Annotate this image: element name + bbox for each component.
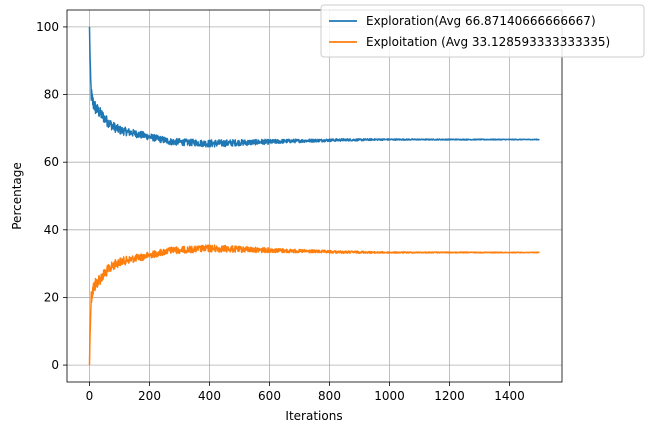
x-axis: 0 200 400 600 800 1000 1200 1400	[86, 382, 525, 403]
x-tick-label: 1200	[434, 389, 465, 403]
grid	[67, 10, 562, 382]
series-line-exploration	[88, 26, 540, 148]
series-line-exploitation	[88, 244, 540, 366]
y-axis-label: Percentage	[10, 162, 24, 230]
x-tick-label: 1000	[374, 389, 405, 403]
x-tick-label: 1400	[494, 389, 525, 403]
y-axis: 0 20 40 60 80 100	[36, 20, 67, 372]
y-tick-label: 100	[36, 20, 59, 34]
legend-label-exploration: Exploration(Avg 66.87140666666667)	[366, 14, 596, 28]
y-tick-label: 80	[44, 88, 59, 102]
legend-box	[320, 4, 645, 58]
x-tick-label: 200	[138, 389, 161, 403]
y-tick-label: 20	[44, 290, 59, 304]
y-tick-label: 40	[44, 223, 59, 237]
x-tick-label: 0	[86, 389, 94, 403]
y-tick-label: 60	[44, 155, 59, 169]
legend: Exploration(Avg 66.87140666666667) Explo…	[320, 4, 645, 58]
x-tick-label: 400	[198, 389, 221, 403]
x-tick-label: 600	[258, 389, 281, 403]
legend-label-exploitation: Exploitation (Avg 33.128593333333335)	[366, 35, 610, 49]
x-axis-label: Iterations	[285, 409, 342, 423]
plot-frame	[66, 9, 563, 383]
x-tick-label: 800	[318, 389, 341, 403]
series-group	[88, 26, 540, 366]
y-tick-label: 0	[51, 358, 59, 372]
